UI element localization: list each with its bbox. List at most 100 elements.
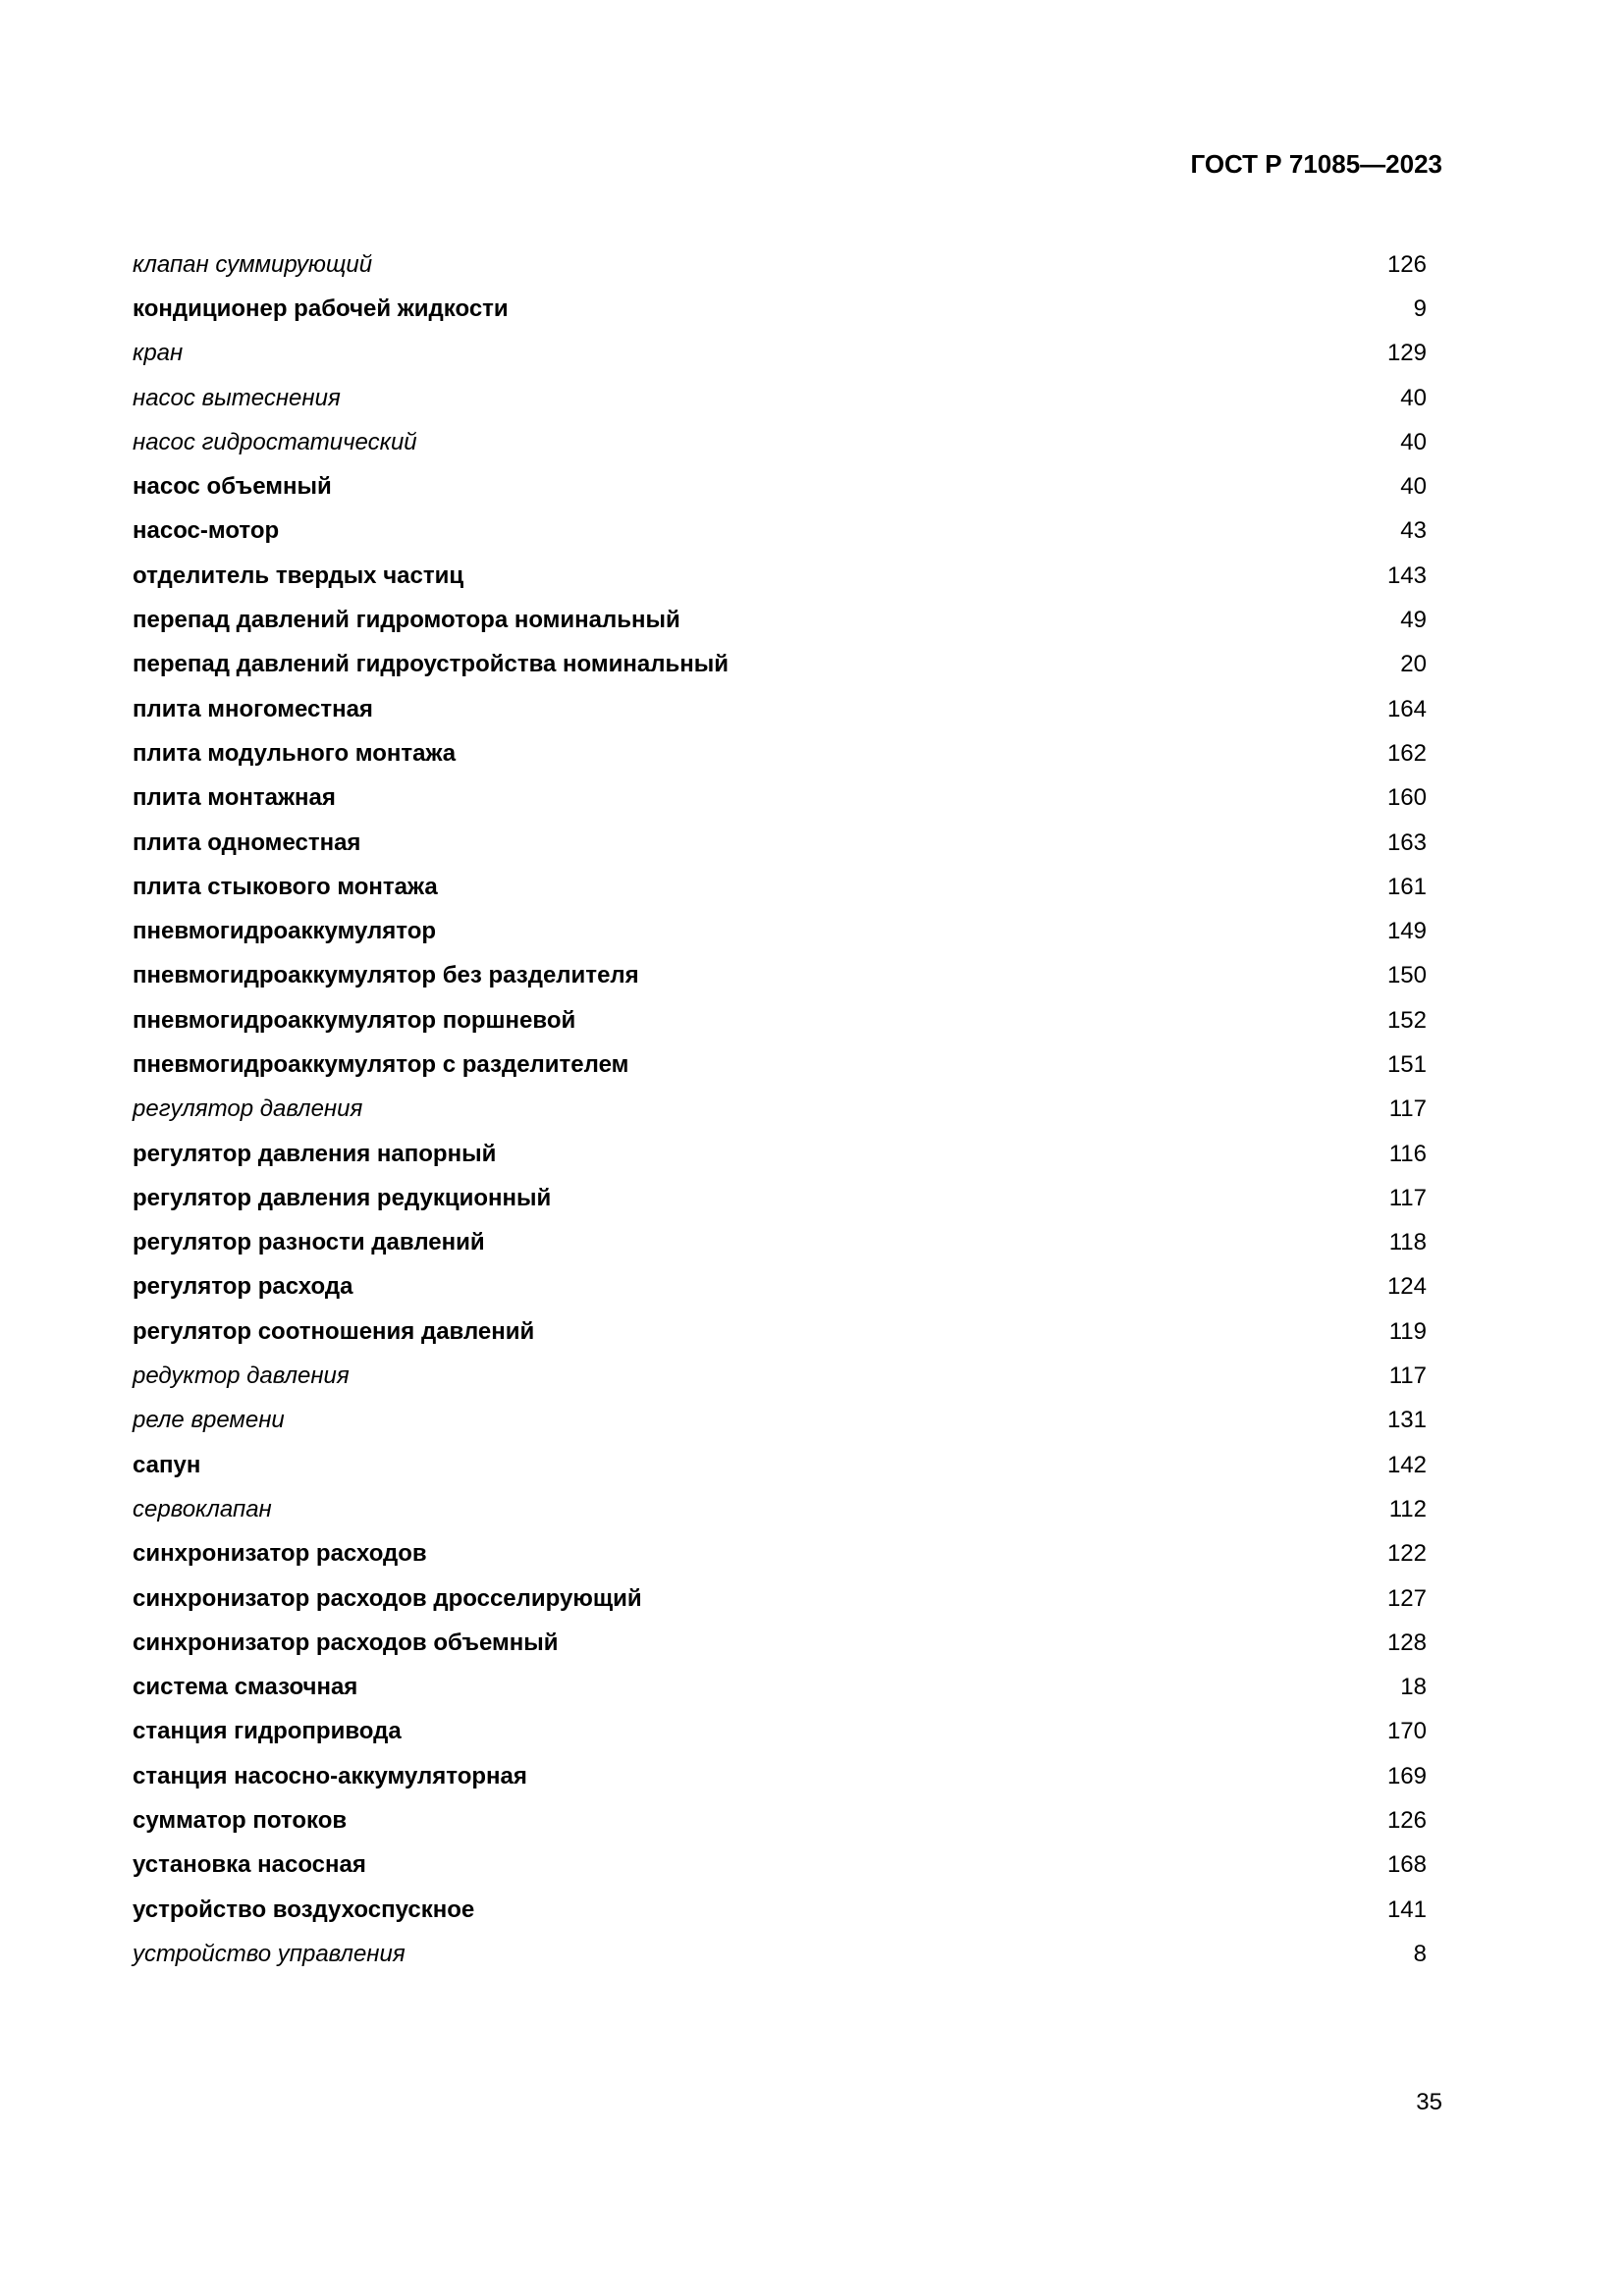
index-page-ref: 112 bbox=[1388, 1495, 1427, 1522]
index-page-ref: 49 bbox=[1400, 607, 1427, 634]
index-page-ref: 163 bbox=[1386, 828, 1427, 856]
index-entry: сапун 142 bbox=[133, 1443, 1427, 1487]
index-entry: устройство управления 8 bbox=[133, 1932, 1427, 1976]
index-term: отделитель твердых частиц bbox=[133, 561, 464, 589]
index-term: синхронизатор расходов bbox=[133, 1540, 427, 1568]
index-page-ref: 116 bbox=[1388, 1140, 1427, 1167]
index-term: регулятор соотношения давлений bbox=[133, 1317, 535, 1345]
index-page-ref: 150 bbox=[1386, 962, 1427, 989]
index-page-ref: 142 bbox=[1386, 1451, 1427, 1478]
index-page-ref: 8 bbox=[1413, 1940, 1427, 1967]
index-entry: насос-мотор 43 bbox=[133, 509, 1427, 554]
index-entry: регулятор давления напорный 116 bbox=[133, 1132, 1427, 1176]
index-page-ref: 117 bbox=[1388, 1095, 1427, 1123]
index-term: насос-мотор bbox=[133, 517, 280, 545]
index-page-ref: 149 bbox=[1386, 918, 1427, 945]
index-page-ref: 131 bbox=[1386, 1407, 1427, 1434]
index-page-ref: 18 bbox=[1400, 1674, 1427, 1701]
index-entry: синхронизатор расходов объемный 128 bbox=[133, 1621, 1427, 1665]
index-entry: регулятор соотношения давлений 119 bbox=[133, 1309, 1427, 1354]
index-page-ref: 9 bbox=[1413, 294, 1427, 322]
index-term: пневмогидроаккумулятор поршневой bbox=[133, 1006, 576, 1034]
index-term: плита многоместная bbox=[133, 695, 373, 722]
index-term: реле времени bbox=[133, 1407, 285, 1434]
index-page-ref: 126 bbox=[1386, 1807, 1427, 1835]
index-page-ref: 164 bbox=[1386, 695, 1427, 722]
index-term: регулятор давления bbox=[133, 1095, 363, 1123]
index-page-ref: 122 bbox=[1386, 1540, 1427, 1568]
index-entry: пневмогидроаккумулятор с разделителем 151 bbox=[133, 1042, 1427, 1087]
index-term: плита модульного монтажа bbox=[133, 739, 457, 767]
index-page-ref: 117 bbox=[1388, 1362, 1427, 1390]
index-term: регулятор давления напорный bbox=[133, 1140, 497, 1167]
index-entry: станция гидропривода 170 bbox=[133, 1710, 1427, 1754]
index-term: перепад давлений гидроустройства номинал… bbox=[133, 651, 729, 678]
index-term: установка насосная bbox=[133, 1851, 366, 1879]
index-term: редуктор давления bbox=[133, 1362, 350, 1390]
index-entry: пневмогидроаккумулятор 149 bbox=[133, 909, 1427, 953]
index-entry: перепад давлений гидромотора номинальный… bbox=[133, 598, 1427, 642]
index-entry: регулятор расхода 124 bbox=[133, 1265, 1427, 1309]
index-entry: кран 129 bbox=[133, 332, 1427, 376]
index-entry: пневмогидроаккумулятор поршневой 152 bbox=[133, 998, 1427, 1042]
index-term: сервоклапан bbox=[133, 1495, 272, 1522]
index-page-ref: 170 bbox=[1386, 1718, 1427, 1745]
index-entry: синхронизатор расходов дросселирующий 127 bbox=[133, 1576, 1427, 1621]
index-list: клапан суммирующий 126 кондиционер рабочей… bbox=[133, 242, 1427, 1977]
index-term: кран bbox=[133, 340, 184, 367]
index-entry: регулятор давления редукционный 117 bbox=[133, 1176, 1427, 1220]
index-page-ref: 117 bbox=[1388, 1184, 1427, 1211]
index-page-ref: 151 bbox=[1386, 1050, 1427, 1078]
index-term: система смазочная bbox=[133, 1674, 358, 1701]
index-term: синхронизатор расходов объемный bbox=[133, 1629, 559, 1656]
index-entry: насос объемный 40 bbox=[133, 464, 1427, 508]
index-term: пневмогидроаккумулятор bbox=[133, 918, 437, 945]
index-entry: пневмогидроаккумулятор без разделителя 15… bbox=[133, 954, 1427, 998]
index-entry: кондиционер рабочей жидкости 9 bbox=[133, 287, 1427, 331]
index-term: кондиционер рабочей жидкости bbox=[133, 294, 509, 322]
index-page-ref: 124 bbox=[1386, 1273, 1427, 1301]
index-page-ref: 127 bbox=[1386, 1584, 1427, 1612]
index-term: станция гидропривода bbox=[133, 1718, 402, 1745]
index-entry: плита стыкового монтажа 161 bbox=[133, 865, 1427, 909]
index-page-ref: 169 bbox=[1386, 1762, 1427, 1789]
index-page-ref: 141 bbox=[1386, 1896, 1427, 1923]
index-term: сумматор потоков bbox=[133, 1807, 348, 1835]
index-term: регулятор давления редукционный bbox=[133, 1184, 552, 1211]
index-entry: плита одноместная 163 bbox=[133, 821, 1427, 865]
page-number: 35 bbox=[1416, 2089, 1442, 2115]
index-entry: синхронизатор расходов 122 bbox=[133, 1532, 1427, 1576]
index-page-ref: 143 bbox=[1386, 561, 1427, 589]
index-entry: устройство воздухоспускное 141 bbox=[133, 1888, 1427, 1932]
index-entry: отделитель твердых частиц 143 bbox=[133, 554, 1427, 598]
index-entry: сервоклапан 112 bbox=[133, 1487, 1427, 1531]
index-entry: система смазочная 18 bbox=[133, 1666, 1427, 1710]
index-page-ref: 126 bbox=[1386, 250, 1427, 278]
index-entry: клапан суммирующий 126 bbox=[133, 242, 1427, 287]
index-term: насос объемный bbox=[133, 473, 332, 501]
index-entry: установка насосная 168 bbox=[133, 1843, 1427, 1888]
index-entry: сумматор потоков 126 bbox=[133, 1798, 1427, 1842]
document-header: ГОСТ Р 71085—2023 bbox=[1190, 149, 1442, 179]
index-page-ref: 162 bbox=[1386, 739, 1427, 767]
index-page-ref: 118 bbox=[1388, 1229, 1427, 1256]
index-term: устройство воздухоспускное bbox=[133, 1896, 475, 1923]
index-entry: насос гидростатический 40 bbox=[133, 420, 1427, 464]
index-entry: плита монтажная 160 bbox=[133, 776, 1427, 821]
index-term: пневмогидроаккумулятор без разделителя bbox=[133, 962, 639, 989]
index-entry: редуктор давления 117 bbox=[133, 1354, 1427, 1398]
index-entry: регулятор давления 117 bbox=[133, 1088, 1427, 1132]
index-term: синхронизатор расходов дросселирующий bbox=[133, 1584, 642, 1612]
index-term: клапан суммирующий bbox=[133, 250, 373, 278]
index-page-ref: 40 bbox=[1400, 473, 1427, 501]
index-entry: регулятор разности давлений 118 bbox=[133, 1221, 1427, 1265]
index-page-ref: 129 bbox=[1386, 340, 1427, 367]
index-page-ref: 128 bbox=[1386, 1629, 1427, 1656]
index-page-ref: 43 bbox=[1400, 517, 1427, 545]
index-page-ref: 40 bbox=[1400, 428, 1427, 455]
index-term: плита монтажная bbox=[133, 784, 336, 812]
index-term: плита стыкового монтажа bbox=[133, 873, 438, 900]
index-page-ref: 168 bbox=[1386, 1851, 1427, 1879]
index-page-ref: 161 bbox=[1386, 873, 1427, 900]
index-term: насос гидростатический bbox=[133, 428, 417, 455]
